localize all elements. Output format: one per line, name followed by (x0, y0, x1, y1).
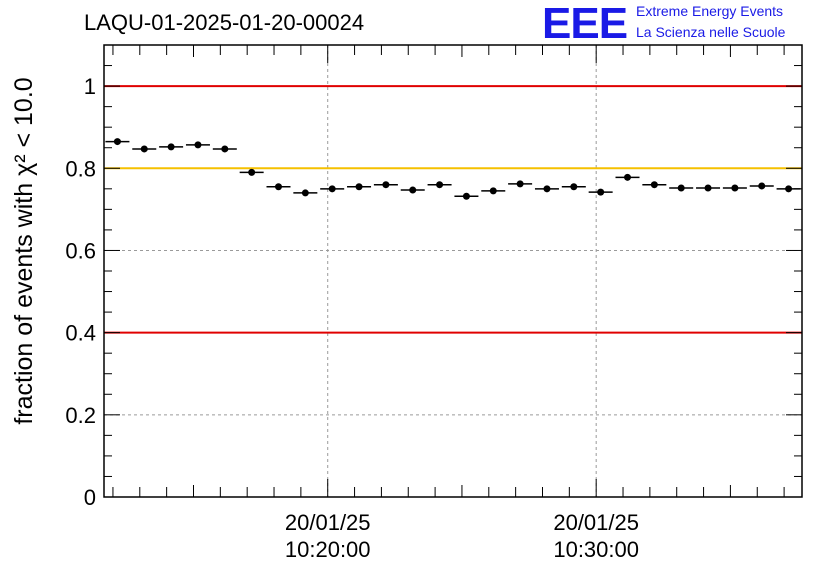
data-point (113, 138, 121, 146)
logo-line-1: Extreme Energy Events (636, 3, 784, 19)
data-point (650, 181, 658, 189)
x-tick-label-date: 20/01/25 (553, 510, 639, 535)
data-point (221, 145, 229, 153)
y-tick-label: 0 (84, 485, 96, 510)
x-tick-label-time: 10:20:00 (285, 537, 371, 562)
data-point (194, 141, 202, 149)
y-axis-label: fraction of events with χ² < 10.0 (10, 77, 38, 424)
y-tick-label: 0.2 (65, 403, 96, 428)
y-tick-label: 0.6 (65, 238, 96, 263)
data-point (301, 189, 309, 197)
data-point (275, 183, 282, 191)
data-point (328, 185, 336, 193)
data-point (597, 188, 605, 196)
data-point (140, 145, 148, 153)
data-point (409, 186, 417, 194)
data-point (677, 184, 685, 192)
run-title: LAQU-01-2025-01-20-00024 (84, 10, 365, 35)
x-tick-label-time: 10:30:00 (553, 537, 639, 562)
data-point (167, 143, 175, 151)
y-tick-label: 1 (84, 74, 96, 99)
data-point (570, 183, 578, 191)
data-point (704, 184, 712, 192)
data-point (382, 181, 390, 189)
data-point (355, 183, 363, 191)
data-point (436, 181, 444, 189)
data-point (543, 185, 551, 193)
data-point (731, 184, 739, 192)
data-point (624, 173, 631, 181)
logo-line-2: La Scienza nelle Scuole (636, 24, 786, 40)
y-tick-label: 0.8 (65, 156, 96, 181)
data-point (489, 187, 497, 195)
y-tick-label: 0.4 (65, 321, 96, 346)
x-tick-label-date: 20/01/25 (285, 510, 371, 535)
data-point (785, 185, 793, 193)
plot-frame (103, 44, 803, 498)
eee-logo: EEE (542, 0, 628, 48)
data-point (758, 182, 766, 190)
data-point (462, 192, 470, 200)
data-point (516, 180, 524, 188)
data-point (248, 168, 256, 176)
